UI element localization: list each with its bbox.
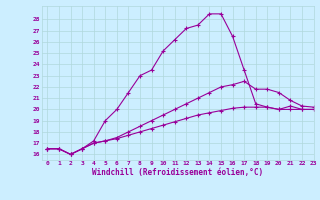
X-axis label: Windchill (Refroidissement éolien,°C): Windchill (Refroidissement éolien,°C) [92, 168, 263, 177]
